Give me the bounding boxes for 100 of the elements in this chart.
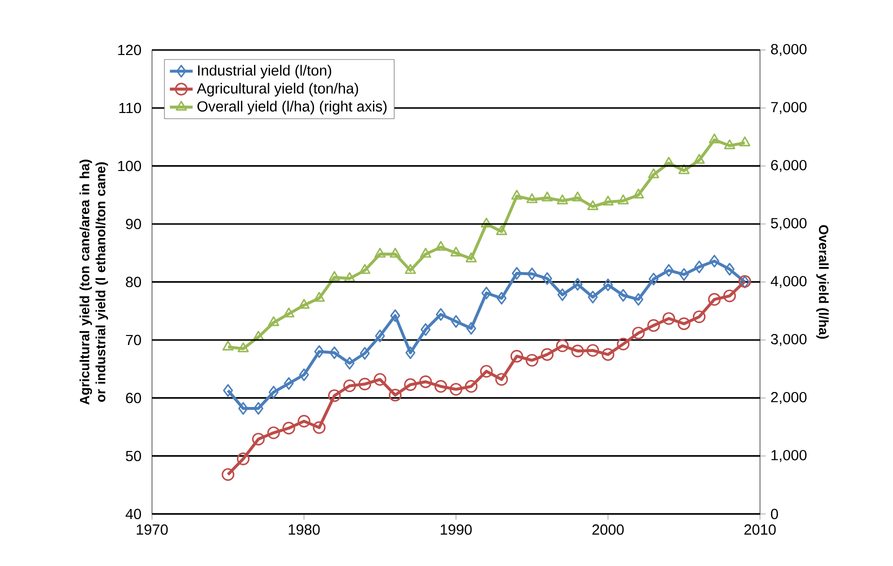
point [466, 252, 477, 262]
point [329, 346, 340, 360]
y2-tick-label: 8,000 [771, 44, 807, 56]
point [678, 317, 690, 330]
point [556, 194, 568, 204]
point [268, 316, 280, 326]
y2-tick-label: 7,000 [771, 102, 807, 114]
point [678, 164, 690, 174]
point [404, 264, 416, 274]
point [252, 432, 265, 446]
point [344, 272, 356, 282]
point [298, 414, 310, 428]
point [298, 298, 310, 309]
point [238, 402, 248, 415]
point [299, 368, 309, 382]
y-tick-label: 90 [126, 218, 142, 230]
y-tick-label: 50 [126, 450, 142, 462]
point [708, 293, 721, 306]
point [633, 293, 644, 306]
point [496, 225, 508, 236]
y2-axis-title: Overall yield (l/ha) [816, 225, 829, 339]
point [602, 348, 614, 361]
point [375, 330, 385, 342]
point [480, 364, 493, 378]
point [450, 246, 462, 257]
point [586, 344, 600, 357]
x-tick-label: 1990 [440, 524, 472, 535]
x-tick-label: 2000 [592, 524, 624, 535]
y2-tick-label: 4,000 [770, 276, 807, 288]
point [648, 168, 660, 178]
legend-label: Industrial yield (l/ton) [198, 64, 332, 79]
point [694, 260, 704, 274]
point [540, 348, 554, 361]
point [435, 240, 446, 251]
point [679, 268, 689, 281]
point [374, 373, 386, 386]
point [450, 382, 462, 396]
point [723, 290, 736, 302]
point [587, 200, 598, 210]
point [603, 278, 613, 292]
point [708, 134, 720, 144]
point [314, 345, 324, 358]
y2-tick-label: 2,000 [771, 392, 807, 404]
point [238, 342, 249, 352]
y-tick-label: 100 [118, 160, 142, 172]
point [526, 193, 538, 204]
point [283, 308, 294, 318]
x-tick-label: 1970 [136, 524, 168, 535]
point [662, 312, 676, 325]
point [360, 346, 370, 360]
point [436, 308, 446, 321]
point [632, 188, 644, 199]
point [510, 350, 524, 363]
point [724, 262, 735, 276]
point [284, 377, 294, 390]
point [390, 309, 400, 322]
point [419, 375, 432, 388]
point [464, 380, 478, 393]
point [648, 272, 659, 286]
point [374, 248, 386, 258]
point [542, 272, 552, 285]
point [388, 388, 402, 402]
point [252, 330, 264, 341]
y-tick-label: 70 [126, 334, 142, 346]
point [572, 192, 584, 202]
point [358, 378, 372, 390]
legend-label: Overall yield (l/ha) (right axis) [197, 100, 387, 114]
point [268, 386, 279, 399]
point [618, 194, 629, 204]
y2-tick-label: 1,000 [772, 450, 807, 462]
point [526, 354, 538, 367]
point [253, 402, 264, 415]
point [359, 264, 370, 274]
point [588, 290, 598, 304]
point [616, 338, 630, 350]
point [312, 421, 326, 434]
point [236, 452, 250, 466]
y-tick-label: 40 [126, 508, 142, 520]
point [480, 218, 492, 228]
y2-tick-label: 6,000 [771, 160, 807, 172]
y-axis-title: Agricultural yield (ton cane/area in ha) or industrial yield (l ethanol/ton cane) [80, 160, 108, 405]
point [632, 326, 645, 340]
point [602, 196, 614, 206]
point [495, 373, 508, 386]
point [512, 266, 522, 280]
point [572, 278, 583, 291]
point [663, 156, 674, 167]
x-tick-label: 1980 [288, 524, 320, 535]
point [709, 254, 720, 268]
point [724, 139, 736, 150]
x-tick-label: 2010 [744, 524, 776, 535]
point [694, 154, 705, 164]
point [420, 248, 432, 258]
point [557, 288, 568, 302]
y2-tick-label: 3,000 [770, 334, 807, 346]
point [328, 389, 341, 402]
point [618, 288, 628, 302]
point [404, 378, 417, 391]
point [223, 384, 233, 397]
point [405, 346, 416, 360]
